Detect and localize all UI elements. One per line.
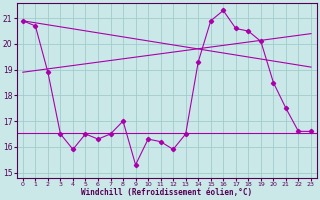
X-axis label: Windchill (Refroidissement éolien,°C): Windchill (Refroidissement éolien,°C) [81,188,252,197]
